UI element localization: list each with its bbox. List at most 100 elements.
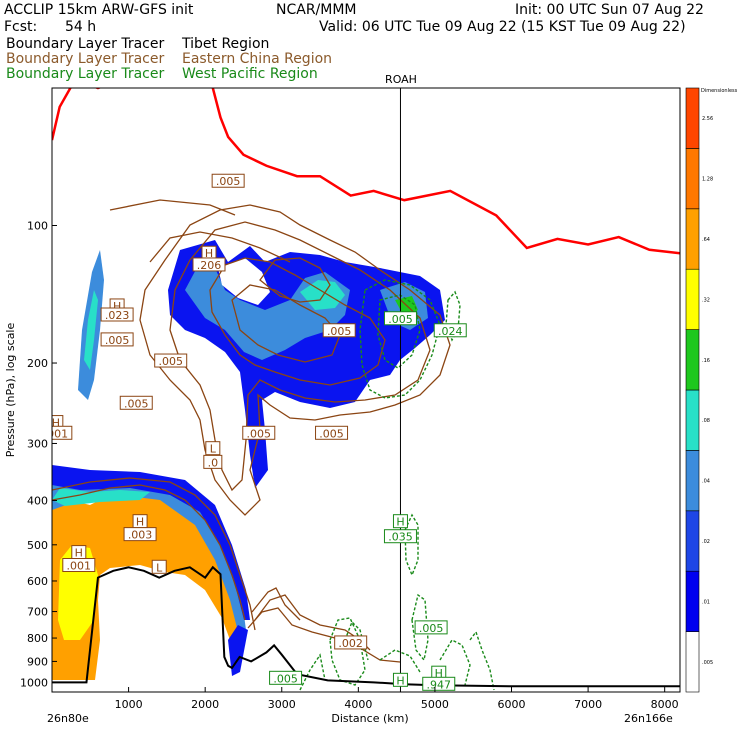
contour-label: H <box>396 674 404 687</box>
contour-label: L <box>156 561 163 574</box>
contour-label-box <box>433 323 467 338</box>
contour-label-box <box>422 676 456 691</box>
contour-label: .0 <box>208 456 219 469</box>
x-tick-label: 7000 <box>574 698 602 711</box>
x-tick-label: 3000 <box>268 698 296 711</box>
x-tick-label: 2000 <box>191 698 219 711</box>
contour-label-box <box>383 529 417 544</box>
colorbar: .005 .01 .02 .04 .08 .16 .32 .64 1.28 2.56 Dimensi… <box>685 87 738 693</box>
fcst-value: 54 h <box>65 19 96 35</box>
contour-label: .005 <box>327 325 352 338</box>
y-tick-label: 900 <box>27 655 48 668</box>
west-filament-inner <box>84 290 98 370</box>
x-tick-label: 4000 <box>344 698 372 711</box>
marker-label: ROAH <box>385 73 417 86</box>
model-title: ACCLIP 15km ARW-GFS init <box>4 2 194 18</box>
legend-pacific-region: West Pacific Region <box>182 66 318 82</box>
contour-label: .005 <box>216 175 241 188</box>
x-tick-label: 5000 <box>421 698 449 711</box>
center-label: NCAR/MMM <box>276 2 357 18</box>
contour-label: .024 <box>438 325 463 338</box>
contour-label: .001 <box>67 560 92 573</box>
x-tick-label: 6000 <box>498 698 526 711</box>
contour-label: .005 <box>419 622 444 635</box>
contour-label: .005 <box>273 672 298 685</box>
contour-label: .023 <box>105 309 130 322</box>
legend-china-region: Eastern China Region <box>182 51 332 67</box>
contour-label: L <box>210 443 217 456</box>
contour-label: .005 <box>105 334 130 347</box>
contour-label: H <box>435 667 443 680</box>
x-axis-label: Distance (km) <box>331 712 408 725</box>
right-endpoint: 26n166e <box>624 712 673 725</box>
contour-label: H <box>113 300 121 313</box>
contour-label: H <box>136 516 144 529</box>
plot-area: .005H.206H.023.005.005.005H.001.005.005L… <box>44 88 680 692</box>
contour-label-box <box>52 425 73 440</box>
contour-label: .005 <box>319 427 344 440</box>
colorbar-segment <box>685 208 700 270</box>
legend-eastern-china: Boundary Layer Tracer Eastern China Regi… <box>6 51 332 67</box>
terrain-line <box>52 565 680 688</box>
colorbar-label: 2.56 <box>702 116 713 122</box>
contour-label-box <box>315 425 349 440</box>
contour-label: H <box>205 247 213 260</box>
y-tick-label: 300 <box>27 437 48 450</box>
x-tick-label: 1000 <box>115 698 143 711</box>
init-time: Init: 00 UTC Sun 07 Aug 22 <box>515 2 704 18</box>
contour-label: .947 <box>427 678 452 691</box>
legend-tibet: Boundary Layer Tracer Tibet Region <box>6 36 269 52</box>
contour-label-box <box>192 257 226 272</box>
contour-label-box <box>392 672 408 687</box>
contour-label-box <box>322 323 356 338</box>
y-tick-label: 500 <box>27 539 48 552</box>
colorbar-segment <box>685 389 700 451</box>
contour-label-box <box>383 311 417 326</box>
colorbar-label: .32 <box>702 297 710 303</box>
legend-tibet-region: Tibet Region <box>181 36 269 52</box>
y-tick-label: 700 <box>27 606 48 619</box>
colorbar-segment <box>685 631 700 693</box>
contour-label: .005 <box>247 427 272 440</box>
contour-label: .005 <box>158 355 183 368</box>
contour-label-box <box>269 670 303 685</box>
contour-label-box <box>123 527 157 542</box>
colorbar-segment <box>685 148 700 210</box>
contour-label-box <box>211 173 245 188</box>
contour-label: H <box>52 417 60 430</box>
contour-label-box <box>62 558 96 573</box>
colorbar-title: Dimensionless <box>701 88 738 94</box>
boundary-layer-shade <box>52 490 240 680</box>
contour-label-box <box>154 353 188 368</box>
y-axis-label: Pressure (hPa), log scale <box>4 323 17 458</box>
plume-core <box>300 280 345 310</box>
contour-label: H <box>396 516 404 529</box>
y-tick-label: 600 <box>27 575 48 588</box>
contour-label-box <box>334 635 368 650</box>
y-tick-label: 800 <box>27 632 48 645</box>
valley-blue <box>228 625 248 676</box>
contour-labels: .005H.206H.023.005.005.005H.001.005.005L… <box>44 173 467 691</box>
contour-label-box <box>242 425 276 440</box>
y-tick-label: 1000 <box>20 676 48 689</box>
colorbar-label: .08 <box>702 418 710 424</box>
legend-china-name: Boundary Layer Tracer <box>6 51 164 67</box>
colorbar-segment <box>685 329 700 391</box>
contour-label-box <box>392 514 408 529</box>
fcst-label: Fcst: <box>4 19 37 35</box>
contour-label-box <box>151 559 167 574</box>
contour-label-box <box>205 441 221 456</box>
contour-label: .206 <box>197 259 222 272</box>
contour-label: .003 <box>128 529 153 542</box>
contour-label: H <box>75 547 83 560</box>
contour-label-box <box>100 307 134 322</box>
colorbar-label: 1.28 <box>702 177 713 183</box>
plume-hole <box>218 258 270 305</box>
colorbar-label: .01 <box>702 599 710 605</box>
boundary-layer-dark <box>52 465 250 620</box>
y-tick-label: 400 <box>27 495 48 508</box>
colorbar-label: .005 <box>702 660 713 666</box>
contour-label: .001 <box>44 427 69 440</box>
colorbar-segment <box>685 570 700 632</box>
